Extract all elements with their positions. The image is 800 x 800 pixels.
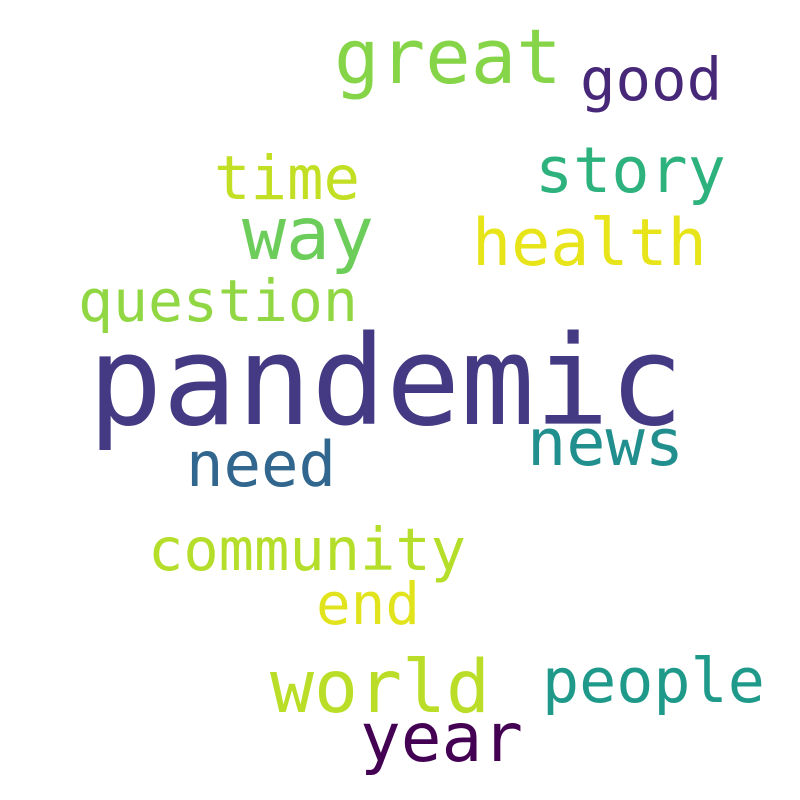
word-great: great [334,13,562,102]
word-community: community [148,516,466,585]
word-story: story [535,132,726,207]
word-end: end [316,571,421,639]
word-news: news [527,404,684,481]
word-health: health [472,205,707,281]
word-pandemic: pandemic [88,310,684,454]
word-need: need [186,427,337,501]
word-people: people [542,645,765,718]
word-year: year [360,697,524,777]
word-time: time [214,143,360,214]
word-question: question [78,266,358,335]
word-good: good [580,45,723,115]
word-way: way [242,191,375,277]
word-world: world [270,644,491,730]
